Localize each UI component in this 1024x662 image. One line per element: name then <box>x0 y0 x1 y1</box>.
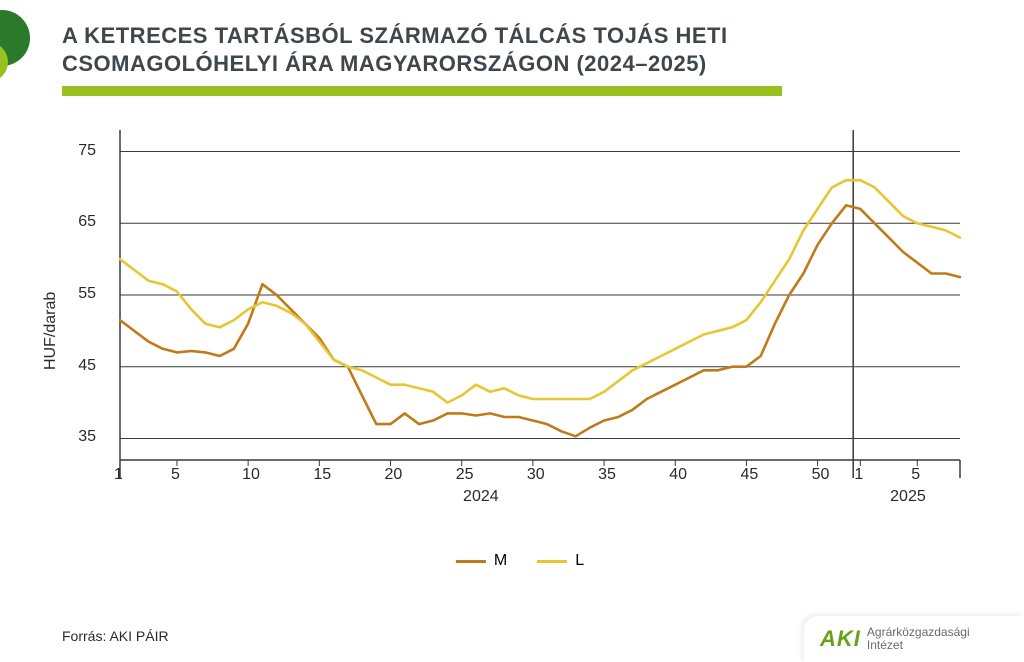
legend-swatch <box>456 560 486 563</box>
legend-label: L <box>575 552 584 570</box>
title-line-1: A KETRECES TARTÁSBÓL SZÁRMAZÓ TÁLCÁS TOJ… <box>62 22 984 50</box>
x-tick: 30 <box>527 466 545 484</box>
x-tick: 5 <box>171 466 180 484</box>
x-tick: 15 <box>313 466 331 484</box>
x-tick: 40 <box>669 466 687 484</box>
x-tick: 10 <box>242 466 260 484</box>
y-tick: 65 <box>56 213 96 231</box>
y-tick: 35 <box>56 428 96 446</box>
source-text: Forrás: AKI PÁIR <box>62 628 169 644</box>
x-tick: 35 <box>598 466 616 484</box>
legend: ML <box>456 552 584 570</box>
x-tick: 5 <box>911 466 920 484</box>
x-tick: 1 <box>114 466 123 484</box>
logo-badge: AKI Agrárközgazdasági Intézet <box>804 616 1024 662</box>
x-tick: 20 <box>385 466 403 484</box>
y-tick: 55 <box>56 285 96 303</box>
header-circles-icon <box>0 10 60 105</box>
legend-label: M <box>494 552 507 570</box>
legend-item-M: M <box>456 552 507 570</box>
x-tick: 45 <box>740 466 758 484</box>
x-tick: 1 <box>854 466 863 484</box>
x-tick: 50 <box>812 466 830 484</box>
title-line-2: CSOMAGOLÓHELYI ÁRA MAGYARORSZÁGON (2024–… <box>62 50 984 78</box>
logo-text: AKI <box>820 626 861 652</box>
x-year-label: 2025 <box>890 488 926 506</box>
x-year-label: 2024 <box>463 488 499 506</box>
y-tick: 45 <box>56 357 96 375</box>
line-chart: HUF/darab ML 354555657515101520253035404… <box>50 120 990 580</box>
logo-subtitle: Agrárközgazdasági Intézet <box>867 626 970 651</box>
y-tick: 75 <box>56 142 96 160</box>
page-title: A KETRECES TARTÁSBÓL SZÁRMAZÓ TÁLCÁS TOJ… <box>62 22 984 77</box>
legend-item-L: L <box>537 552 584 570</box>
legend-swatch <box>537 560 567 563</box>
accent-bar <box>62 86 782 96</box>
x-tick: 25 <box>456 466 474 484</box>
